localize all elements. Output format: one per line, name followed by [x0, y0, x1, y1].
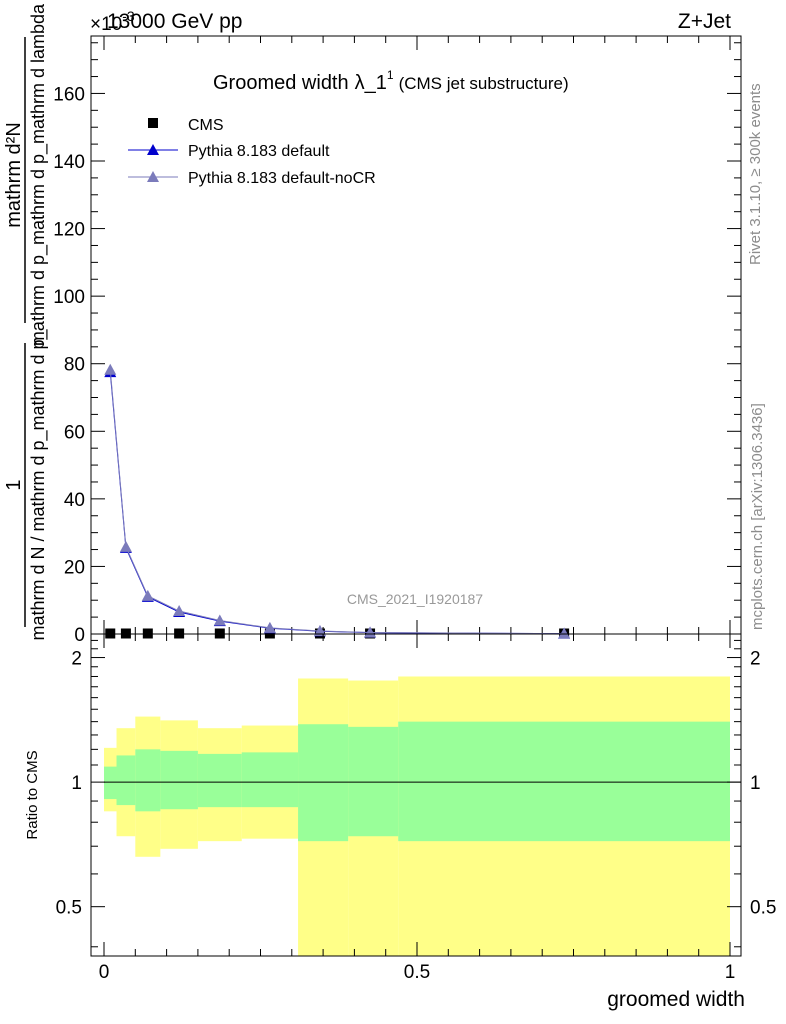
series-2-point [213, 614, 226, 626]
mcplots-label: mcplots.cern.ch [arXiv:1306.3436] [749, 403, 766, 630]
main-panel: 0 20 40 60 80 100 120 140 160 Groomed width λ_11(… [3, 3, 742, 646]
main-y-tick-label: 120 [53, 220, 85, 241]
series-layer [104, 363, 571, 639]
series-line-1 [109, 372, 565, 635]
main-y-tick-label: 20 [64, 557, 85, 578]
header-top-right: Z+Jet [678, 10, 731, 33]
ratio-frame [90, 633, 742, 957]
main-y-tick-label: 160 [53, 84, 85, 105]
ratio-y-tick-label: 1 [71, 773, 82, 794]
main-y-axis: 0 20 40 60 80 100 120 140 160 [53, 42, 741, 646]
ratio-inner-band-bin [398, 721, 730, 842]
cms-data-point [105, 628, 116, 639]
ratio-y-label: Ratio to CMS [24, 750, 41, 839]
ratio-inner-band-bin [197, 753, 242, 808]
ratio-inner-band-bin [135, 749, 161, 812]
ratio-inner-band-bin [348, 726, 399, 837]
legend-marker-default [147, 144, 159, 155]
main-y-tick-label: 140 [53, 152, 85, 173]
series-2-point [263, 621, 276, 633]
y-label-den-1: mathrm d N / mathrm d p_mathrm d p_ [28, 328, 49, 640]
y-axis-label: 1 mathrm d N / mathrm d p_mathrm d p_ ma… [3, 3, 49, 641]
ratio-inner-band-bin [298, 724, 349, 842]
legend-marker-nocr [147, 171, 159, 182]
ratio-x-axis: 0 0.5 1 [99, 634, 736, 983]
ratio-y-tick-label: 2 [71, 649, 82, 670]
legend-marker-cms [148, 118, 158, 128]
ratio-y-tick-label: 0.5 [56, 898, 82, 919]
series-2-point [104, 363, 117, 375]
x-axis-label: groomed width [607, 988, 745, 1011]
cms-data-point [142, 628, 153, 639]
ratio-inner-band-bin [116, 755, 136, 806]
ratio-x-tick-label: 1 [725, 962, 736, 983]
header-top-left: 13000 GeV pp [107, 10, 242, 33]
series-2-point [173, 605, 186, 617]
cms-data-point [264, 628, 275, 639]
cms-data-point [174, 628, 185, 639]
ratio-inner-band-bin [104, 766, 117, 800]
main-y-tick-label: 80 [64, 355, 85, 376]
legend-label-nocr: Pythia 8.183 default-noCR [188, 170, 376, 187]
ratio-y-tick-label-right: 2 [750, 649, 761, 670]
ratio-inner-band-bin [241, 752, 299, 808]
series-line-2 [109, 369, 565, 635]
main-y-tick-label: 40 [64, 490, 85, 511]
main-y-tick-label: 0 [74, 625, 85, 646]
cms-data-point [214, 628, 225, 639]
cms-data-point [120, 628, 131, 639]
ratio-inner-band-bin [160, 750, 198, 810]
rivet-version-label: Rivet 3.1.10, ≥ 300k events [747, 83, 764, 265]
y-label-num-1: 1 [3, 479, 25, 490]
main-y-tick-label: 100 [53, 287, 85, 308]
chart-title: Groomed width λ_11 (CMS jet substructure) [213, 68, 569, 94]
main-y-tick-label: 60 [64, 422, 85, 443]
series-2-point [558, 627, 571, 639]
ratio-y-tick-label-right: 0.5 [750, 898, 776, 919]
y-label-num-2: mathrm d²N [3, 122, 25, 228]
ratio-x-tick-label: 0 [99, 962, 110, 983]
legend-label-cms: CMS [188, 117, 224, 134]
series-2-point [364, 626, 377, 638]
analysis-watermark: CMS_2021_I1920187 [347, 591, 483, 607]
ratio-bands [104, 676, 730, 956]
series-2-point [141, 589, 154, 601]
legend-label-default: Pythia 8.183 default [188, 143, 330, 160]
ratio-y-tick-label-right: 1 [750, 773, 761, 794]
ratio-x-tick-label: 0.5 [404, 962, 430, 983]
series-2-point [119, 540, 132, 552]
ratio-panel: 0.5 0.51 12 2 0 0.5 1 Ratio to CMS groomed wi… [24, 633, 776, 1011]
y-label-den-2: mathrm d p_mathrm d p_mathrm d lambda [28, 3, 49, 346]
series-2-point [313, 624, 326, 636]
legend: CMS Pythia 8.183 default Pythia 8.183 de… [128, 117, 376, 187]
ratio-y-axis: 0.5 0.5 1 1 2 2 [56, 639, 776, 948]
exponent-label: ×10-3 [90, 8, 135, 35]
main-x-axis-ticks [103, 36, 731, 634]
